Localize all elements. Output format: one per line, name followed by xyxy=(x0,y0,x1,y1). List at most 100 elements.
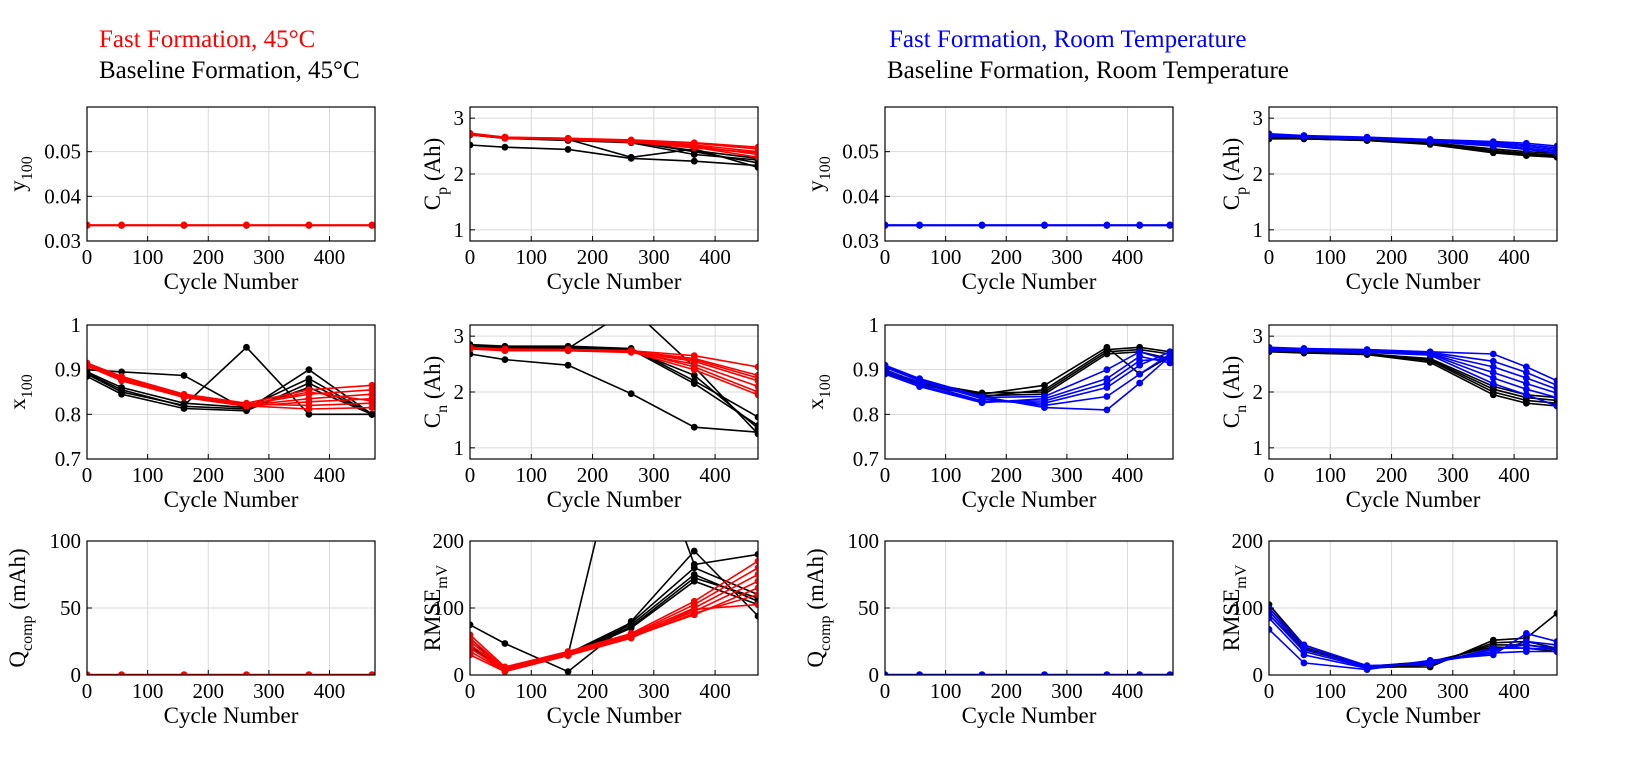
data-point xyxy=(1489,649,1497,657)
data-point xyxy=(470,344,474,352)
y-axis-label: RMSEmV xyxy=(1219,564,1250,651)
data-point xyxy=(754,591,758,598)
data-point xyxy=(1300,641,1308,649)
x-tick-label: 200 xyxy=(1376,463,1408,487)
y-axis-label: Cp (Ah) xyxy=(1219,138,1250,211)
data-point xyxy=(1103,375,1111,382)
data-point xyxy=(305,410,313,418)
data-point xyxy=(754,143,758,151)
data-point xyxy=(1426,658,1434,666)
x-tick-label: 0 xyxy=(465,463,476,487)
x-tick-label: 100 xyxy=(930,463,962,487)
header-fast-rt: Fast Formation, Room Temperature xyxy=(889,26,1247,53)
data-point xyxy=(916,221,923,229)
x-tick-label: 300 xyxy=(1437,679,1469,703)
data-point xyxy=(180,221,188,229)
y-tick-label: 0.04 xyxy=(44,184,81,208)
data-point xyxy=(1041,221,1048,229)
x-tick-label: 400 xyxy=(1112,679,1144,703)
data-point xyxy=(885,370,889,378)
panel-9: 0 100 200 300 400 1 2 3 Cycle Number Cn (Ah) xyxy=(1219,324,1558,512)
x-axis-label: Cycle Number xyxy=(962,703,1097,728)
x-tick-label: 300 xyxy=(1437,245,1469,269)
data-point xyxy=(1553,394,1557,401)
x-tick-label: 200 xyxy=(991,463,1023,487)
y-tick-label: 0.05 xyxy=(44,140,81,164)
data-point xyxy=(1489,380,1497,388)
x-tick-label: 0 xyxy=(880,245,891,269)
x-axis-label: Cycle Number xyxy=(1346,487,1481,512)
y-tick-label: 2 xyxy=(454,162,465,186)
data-point xyxy=(1041,393,1048,400)
y-tick-label: 2 xyxy=(1253,380,1264,404)
data-point xyxy=(180,392,188,400)
series-line-fast xyxy=(87,364,373,410)
data-point xyxy=(1300,648,1308,655)
y-tick-label: 100 xyxy=(848,529,880,553)
series-line-baseline xyxy=(87,346,372,416)
axes-box xyxy=(884,324,1174,460)
y-tick-label: 1 xyxy=(71,313,82,337)
y-tick-label: 3 xyxy=(454,324,465,348)
y-axis-label: Qcomp (mAh) xyxy=(5,548,36,667)
panel-7: 0 100 200 300 400 1 2 3 Cycle Number Cp (Ah) xyxy=(1219,106,1558,294)
series-line-baseline xyxy=(470,144,758,167)
data-point xyxy=(885,671,889,675)
data-point xyxy=(754,571,758,578)
x-tick-label: 0 xyxy=(465,245,476,269)
data-point xyxy=(1363,664,1371,672)
data-point xyxy=(305,388,313,396)
panel-6: 0 100 200 300 400 0.03 0.04 0.05 Cycle Number y10… xyxy=(803,106,1174,294)
y-tick-label: 0.03 xyxy=(44,229,81,253)
data-point xyxy=(1522,369,1530,376)
y-tick-label: 0.9 xyxy=(853,358,879,382)
y-axis-label: Cn (Ah) xyxy=(420,356,451,429)
data-point xyxy=(1489,357,1497,365)
series-line-fast xyxy=(470,560,758,668)
data-point xyxy=(754,149,758,157)
x-tick-label: 400 xyxy=(699,245,731,269)
data-point xyxy=(916,671,923,675)
data-point xyxy=(627,153,635,161)
x-axis-label: Cycle Number xyxy=(1346,703,1481,728)
data-point xyxy=(916,383,923,391)
data-point xyxy=(1166,348,1173,356)
data-point xyxy=(1426,138,1434,146)
data-point xyxy=(1553,648,1557,655)
data-point xyxy=(754,557,758,565)
data-point xyxy=(87,221,91,229)
data-point xyxy=(690,139,698,147)
x-tick-label: 0 xyxy=(1264,245,1275,269)
data-point xyxy=(1166,221,1173,229)
data-point xyxy=(627,390,635,398)
data-point xyxy=(1136,221,1144,229)
x-tick-label: 400 xyxy=(1498,679,1530,703)
data-point xyxy=(87,671,91,675)
y-tick-label: 100 xyxy=(1232,596,1264,620)
x-tick-label: 200 xyxy=(991,245,1023,269)
y-axis-label: Cp (Ah) xyxy=(420,138,451,211)
panel-8: 0 100 200 300 400 0.7 0.8 0.9 1 Cycle Number x100 xyxy=(803,313,1174,512)
data-point xyxy=(564,146,572,153)
data-point xyxy=(470,651,474,659)
x-tick-label: 200 xyxy=(577,463,609,487)
data-point xyxy=(1136,348,1144,356)
data-point xyxy=(916,376,923,383)
data-point xyxy=(305,671,313,675)
data-point xyxy=(690,366,698,374)
y-tick-label: 1 xyxy=(869,313,880,337)
panel-2: 0 100 200 300 400 0.7 0.8 0.9 1 Cycle Number x100 xyxy=(5,313,376,512)
y-tick-label: 3 xyxy=(1253,106,1264,130)
x-tick-label: 300 xyxy=(1051,679,1083,703)
x-tick-label: 0 xyxy=(1264,463,1275,487)
data-point xyxy=(978,671,986,675)
x-tick-label: 0 xyxy=(880,679,891,703)
data-point xyxy=(1300,659,1308,667)
y-tick-label: 0 xyxy=(454,663,465,687)
x-tick-label: 100 xyxy=(1315,679,1347,703)
axes-box xyxy=(86,324,376,460)
data-point xyxy=(1489,350,1497,358)
y-tick-label: 0.03 xyxy=(842,229,879,253)
series-line-baseline xyxy=(470,353,758,433)
data-point xyxy=(885,362,889,370)
